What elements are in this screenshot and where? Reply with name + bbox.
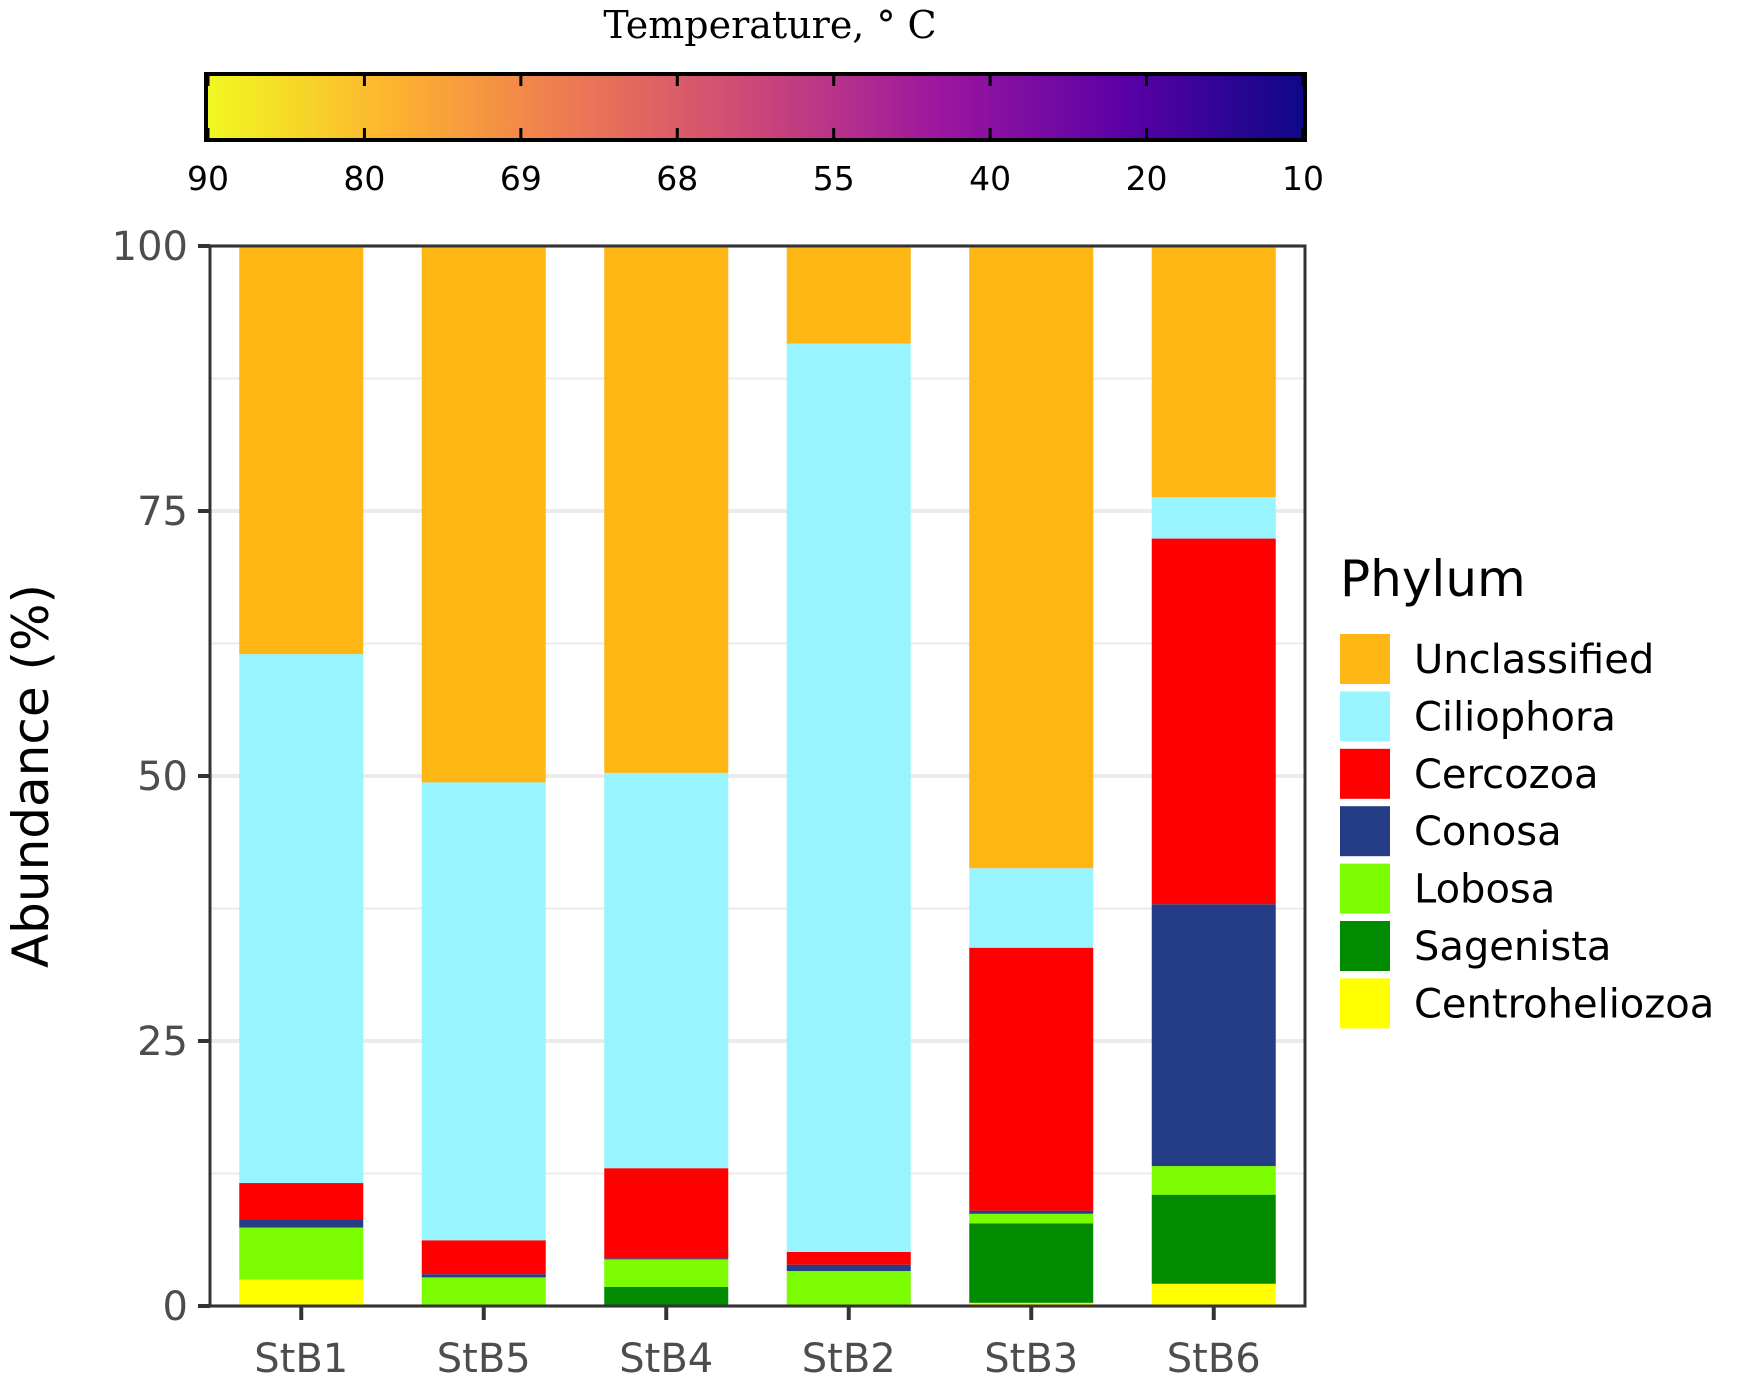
- bar-segment-conosa: [1151, 904, 1276, 1167]
- bar-segment-unclassified: [421, 246, 546, 783]
- bar-segment-cercozoa: [786, 1251, 911, 1265]
- x-tick-label: StB2: [802, 1336, 896, 1382]
- bar-segment-cercozoa: [1151, 538, 1276, 905]
- colorbar-tick-label: 68: [656, 159, 698, 198]
- x-tick-label: StB1: [254, 1336, 348, 1382]
- bar-segment-cercozoa: [239, 1183, 364, 1220]
- colorbar-tick-label: 90: [187, 159, 229, 198]
- colorbar-tick-label: 69: [500, 159, 542, 198]
- bar-segment-lobosa: [239, 1227, 364, 1280]
- y-tick-label: 25: [137, 1019, 188, 1065]
- legend-swatch-cercozoa: [1340, 748, 1390, 799]
- bar-segment-sagenista: [969, 1223, 1094, 1303]
- bar-stack-stb4: [604, 246, 729, 1306]
- bar-stack-stb6: [1151, 246, 1276, 1306]
- temperature-colorbar: Temperature, ° C 90 80 69 68 55 40 20 10: [187, 3, 1324, 198]
- bar-segment-unclassified: [239, 246, 364, 655]
- bar-segment-cercozoa: [421, 1240, 546, 1275]
- colorbar-tick-label: 80: [343, 159, 385, 198]
- colorbar-title: Temperature, ° C: [603, 3, 936, 47]
- legend-label-ciliophora: Ciliophora: [1414, 694, 1616, 740]
- colorbar-gradient: [204, 72, 1307, 142]
- bar-stack-stb1: [239, 246, 364, 1306]
- y-axis-title: Abundance (%): [2, 584, 60, 968]
- colorbar-tick-label: 55: [813, 159, 855, 198]
- x-axis: StB1 StB5 StB4 StB2 StB3 StB6: [254, 1306, 1261, 1382]
- colorbar-ticks: 90 80 69 68 55 40 20 10: [187, 76, 1324, 198]
- bar-segment-centroheliozoa: [969, 1302, 1094, 1306]
- legend-swatch-lobosa: [1340, 863, 1390, 914]
- bar-segment-cercozoa: [969, 947, 1094, 1211]
- bar-segment-conosa: [604, 1258, 729, 1260]
- legend-swatch-conosa: [1340, 806, 1390, 857]
- y-tick-label: 0: [163, 1284, 188, 1330]
- bar-segment-unclassified: [604, 246, 729, 773]
- bar-segment-sagenista: [604, 1286, 729, 1306]
- legend-swatch-centroheliozoa: [1340, 978, 1390, 1029]
- x-tick-label: StB4: [619, 1336, 713, 1382]
- bar-segment-unclassified: [969, 246, 1094, 869]
- bar-segment-conosa: [969, 1210, 1094, 1214]
- legend-label-conosa: Conosa: [1414, 809, 1562, 855]
- x-tick-label: StB6: [1167, 1336, 1261, 1382]
- bar-segment-lobosa: [604, 1259, 729, 1287]
- bar-segment-sagenista: [1151, 1194, 1276, 1284]
- legend-swatch-unclassified: [1340, 634, 1390, 684]
- legend-swatch-sagenista: [1340, 921, 1390, 971]
- bar-segment-unclassified: [786, 246, 911, 344]
- colorbar-tick-label: 10: [1282, 159, 1324, 198]
- legend: Phylum Unclassified Ciliophora Cercozoa Con…: [1340, 550, 1714, 1029]
- plot-area: [208, 244, 1307, 1308]
- bar-segment-conosa: [786, 1264, 911, 1272]
- legend-label-lobosa: Lobosa: [1414, 867, 1555, 913]
- bar-stack-stb5: [421, 246, 546, 1306]
- bar-segment-lobosa: [1151, 1166, 1276, 1195]
- y-tick-label: 50: [137, 754, 188, 800]
- bar-stack-stb3: [969, 246, 1094, 1306]
- bar-segment-centroheliozoa: [239, 1279, 364, 1306]
- bar-segment-conosa: [239, 1219, 364, 1228]
- bar-segment-ciliophora: [239, 654, 364, 1184]
- x-tick-label: StB3: [984, 1336, 1078, 1382]
- legend-label-sagenista: Sagenista: [1414, 924, 1611, 970]
- y-axis: 0 25 50 75 100: [112, 224, 210, 1330]
- colorbar-tick-label: 20: [1126, 159, 1168, 198]
- bar-segment-ciliophora: [969, 868, 1094, 948]
- bar-segment-centroheliozoa: [1151, 1283, 1276, 1306]
- bars: [239, 246, 1276, 1306]
- y-tick-label: 75: [137, 489, 188, 535]
- bar-segment-ciliophora: [421, 782, 546, 1241]
- bar-segment-ciliophora: [604, 772, 729, 1169]
- legend-label-unclassified: Unclassified: [1414, 637, 1654, 683]
- bar-segment-cercozoa: [604, 1168, 729, 1259]
- x-tick-label: StB5: [437, 1336, 531, 1382]
- legend-label-cercozoa: Cercozoa: [1414, 752, 1599, 798]
- colorbar-tick-label: 40: [969, 159, 1011, 198]
- y-tick-label: 100: [112, 224, 188, 270]
- legend-label-centroheliozoa: Centroheliozoa: [1414, 981, 1714, 1027]
- bar-segment-unclassified: [1151, 246, 1276, 498]
- bar-segment-conosa: [421, 1274, 546, 1278]
- bar-segment-lobosa: [969, 1213, 1094, 1224]
- legend-swatch-ciliophora: [1340, 691, 1390, 742]
- legend-title: Phylum: [1340, 550, 1526, 608]
- bar-segment-ciliophora: [786, 343, 911, 1252]
- bar-segment-ciliophora: [1151, 497, 1276, 539]
- bar-segment-lobosa: [786, 1271, 911, 1305]
- bar-segment-lobosa: [421, 1277, 546, 1305]
- bar-stack-stb2: [786, 246, 911, 1306]
